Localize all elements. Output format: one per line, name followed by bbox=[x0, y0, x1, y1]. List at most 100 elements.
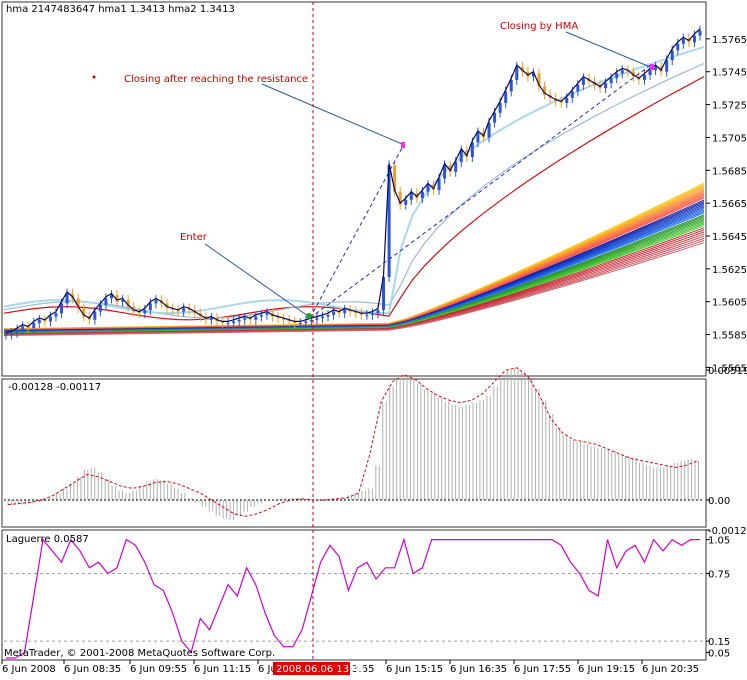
candle-body bbox=[670, 50, 674, 61]
candle-body bbox=[209, 318, 213, 320]
candle-body bbox=[237, 319, 241, 322]
candle-body bbox=[448, 165, 452, 172]
candle-body bbox=[531, 73, 535, 77]
leader-hma bbox=[565, 31, 649, 67]
candle-body bbox=[282, 318, 286, 320]
candle-body bbox=[487, 122, 491, 138]
candle-body bbox=[509, 79, 513, 92]
x-tick-label: 6 Jun 19:15 bbox=[578, 664, 635, 675]
exit-marker bbox=[401, 142, 405, 148]
candle-body bbox=[393, 165, 397, 192]
x-tick-label: 3:55 bbox=[352, 664, 374, 675]
candle-body bbox=[609, 78, 613, 84]
candle-body bbox=[692, 35, 696, 43]
candle-body bbox=[398, 191, 402, 205]
candle-body bbox=[332, 311, 336, 315]
candle-body bbox=[320, 316, 324, 319]
trend-dashed-1 bbox=[309, 147, 403, 319]
leader-enter bbox=[204, 243, 309, 317]
candle-body bbox=[48, 316, 52, 322]
candle-body bbox=[115, 295, 119, 302]
candle-body bbox=[382, 277, 386, 310]
candle-body bbox=[437, 178, 441, 190]
candle-body bbox=[4, 334, 8, 336]
price-tick-label: 1.5645 bbox=[712, 232, 747, 243]
x-tick-label: 6 Jun 09:55 bbox=[130, 664, 187, 675]
candle-body bbox=[137, 311, 141, 314]
candle-body bbox=[287, 319, 291, 322]
price-tick-label: 1.5685 bbox=[712, 166, 747, 177]
candle-body bbox=[376, 309, 380, 314]
candle-body bbox=[143, 309, 147, 314]
candle-body bbox=[109, 295, 113, 299]
guppy-red-line bbox=[3, 242, 705, 337]
candle-body bbox=[71, 293, 75, 299]
candle-body bbox=[387, 165, 391, 278]
candle-body bbox=[293, 321, 297, 324]
laguerre-tick-label: 0.15 bbox=[708, 637, 730, 648]
candle-body bbox=[404, 199, 408, 205]
candle-body bbox=[581, 78, 585, 85]
price-tick-label: 1.5665 bbox=[712, 199, 747, 210]
x-tick-label: 6 Jun bbox=[258, 664, 283, 675]
candle-body bbox=[476, 132, 480, 143]
laguerre-tick-label: 1.05 bbox=[708, 536, 730, 547]
candle-body bbox=[126, 300, 130, 307]
candle-body bbox=[631, 71, 635, 77]
candle-body bbox=[76, 298, 80, 309]
candle-body bbox=[343, 309, 347, 314]
candle-body bbox=[98, 305, 102, 312]
candle-body bbox=[654, 66, 658, 71]
price-tick-label: 1.5705 bbox=[712, 133, 747, 144]
candle-body bbox=[232, 321, 236, 324]
candle-body bbox=[276, 316, 280, 319]
candle-body bbox=[665, 60, 669, 72]
candle-body bbox=[543, 86, 547, 95]
price-tick-label: 1.5725 bbox=[712, 101, 747, 112]
candle-body bbox=[454, 162, 458, 172]
leader-resistance bbox=[261, 83, 403, 145]
laguerre-plot bbox=[4, 537, 704, 659]
steel-ma-line bbox=[3, 62, 705, 319]
candle-body bbox=[37, 319, 41, 324]
macd-tick-label: 0.00 bbox=[708, 496, 730, 507]
candle-body bbox=[570, 91, 574, 98]
candle-body bbox=[187, 308, 191, 310]
candle-body bbox=[54, 313, 58, 317]
candle-body bbox=[154, 300, 158, 304]
candle-body bbox=[559, 101, 563, 103]
candle-body bbox=[65, 293, 69, 304]
candle-body bbox=[365, 314, 369, 316]
trend-dashed-2 bbox=[309, 63, 653, 319]
price-tick-label: 1.5585 bbox=[712, 331, 747, 342]
candle-body bbox=[681, 38, 685, 44]
cursor-time-label: 2008.06.06 13:40 bbox=[276, 664, 365, 675]
candle-body bbox=[409, 193, 413, 200]
candle-body bbox=[698, 30, 702, 36]
candle-body bbox=[526, 71, 530, 77]
entry-marker bbox=[306, 313, 312, 319]
annotation-closing-resistance: Closing after reaching the resistance bbox=[124, 74, 308, 85]
exit-marker-2 bbox=[650, 64, 654, 70]
candle-body bbox=[60, 303, 64, 314]
laguerre-tick-label: 0.05 bbox=[708, 648, 730, 659]
candle-body bbox=[565, 98, 569, 103]
candle-body bbox=[493, 112, 497, 123]
candle-body bbox=[182, 308, 186, 312]
candle-body bbox=[121, 300, 125, 302]
laguerre-panel bbox=[1, 529, 707, 661]
candle-body bbox=[337, 311, 341, 314]
candle-body bbox=[248, 318, 252, 320]
candle-body bbox=[537, 73, 541, 87]
candle-body bbox=[470, 142, 474, 158]
annotation-enter: Enter bbox=[180, 232, 208, 243]
annotation-closing-hma: Closing by HMA bbox=[500, 21, 578, 32]
candle-body bbox=[226, 323, 230, 325]
candle-body bbox=[82, 308, 86, 317]
candle-body bbox=[420, 191, 424, 199]
x-tick-label: 6 Jun 11:15 bbox=[194, 664, 251, 675]
candle-body bbox=[221, 321, 225, 324]
candle-body bbox=[576, 84, 580, 92]
candle-body bbox=[15, 329, 19, 333]
